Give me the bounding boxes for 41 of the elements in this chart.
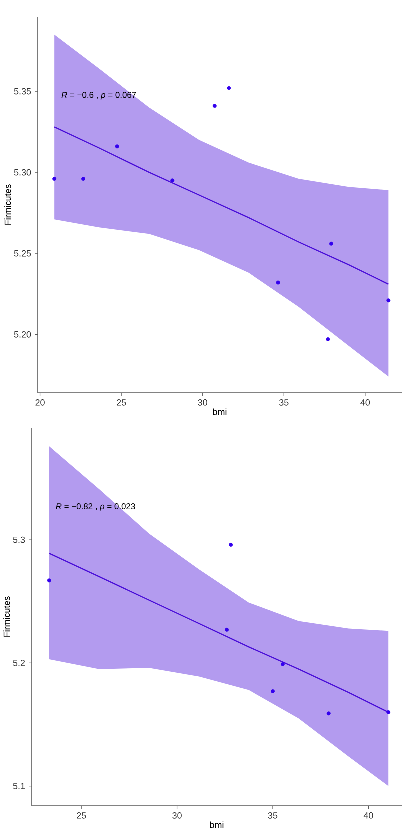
x-tick-label: 25	[117, 400, 126, 406]
x-tick-label: 35	[279, 400, 289, 406]
x-tick-label: 30	[172, 812, 182, 819]
point	[386, 710, 391, 714]
x-axis-title: bmi	[210, 822, 224, 828]
annotation: R = −0.6 , p = 0.067	[62, 92, 136, 100]
annotation: R = −0.82 , p = 0.023	[56, 504, 136, 512]
point	[386, 298, 391, 303]
y-tick-label: 5.25	[14, 250, 32, 257]
y-tick-label: 5.3	[13, 536, 26, 544]
point	[225, 628, 230, 632]
y-tick-label: 5.20	[14, 331, 32, 338]
point	[280, 662, 285, 666]
x-axis-title: bmi	[213, 408, 227, 416]
point	[47, 578, 52, 583]
line-series	[54, 126, 390, 286]
y-tick-label: 5.2	[13, 660, 26, 666]
point	[212, 104, 217, 108]
x-tick-label: 25	[77, 812, 86, 819]
point	[227, 86, 232, 90]
point	[229, 542, 234, 547]
point	[52, 177, 57, 182]
point	[276, 280, 280, 285]
point	[115, 144, 120, 149]
x-tick-label: 40	[364, 812, 374, 819]
x-tick-label: 40	[360, 400, 370, 406]
point	[329, 242, 334, 246]
y-tick-label: 5.1	[13, 783, 26, 790]
y-tick-label: 5.30	[14, 169, 32, 176]
point	[82, 177, 86, 182]
point	[170, 178, 175, 183]
x-tick-label: 20	[36, 400, 45, 406]
point	[326, 712, 331, 716]
x-tick-label: 30	[198, 400, 208, 406]
point	[270, 689, 275, 694]
line-series	[48, 552, 390, 714]
y-axis-title: Firmicutes	[4, 596, 10, 637]
y-axis-title: Firmicutes	[4, 184, 12, 225]
y-tick-label: 5.35	[14, 88, 32, 95]
point	[326, 338, 330, 342]
x-tick-label: 35	[268, 812, 278, 819]
